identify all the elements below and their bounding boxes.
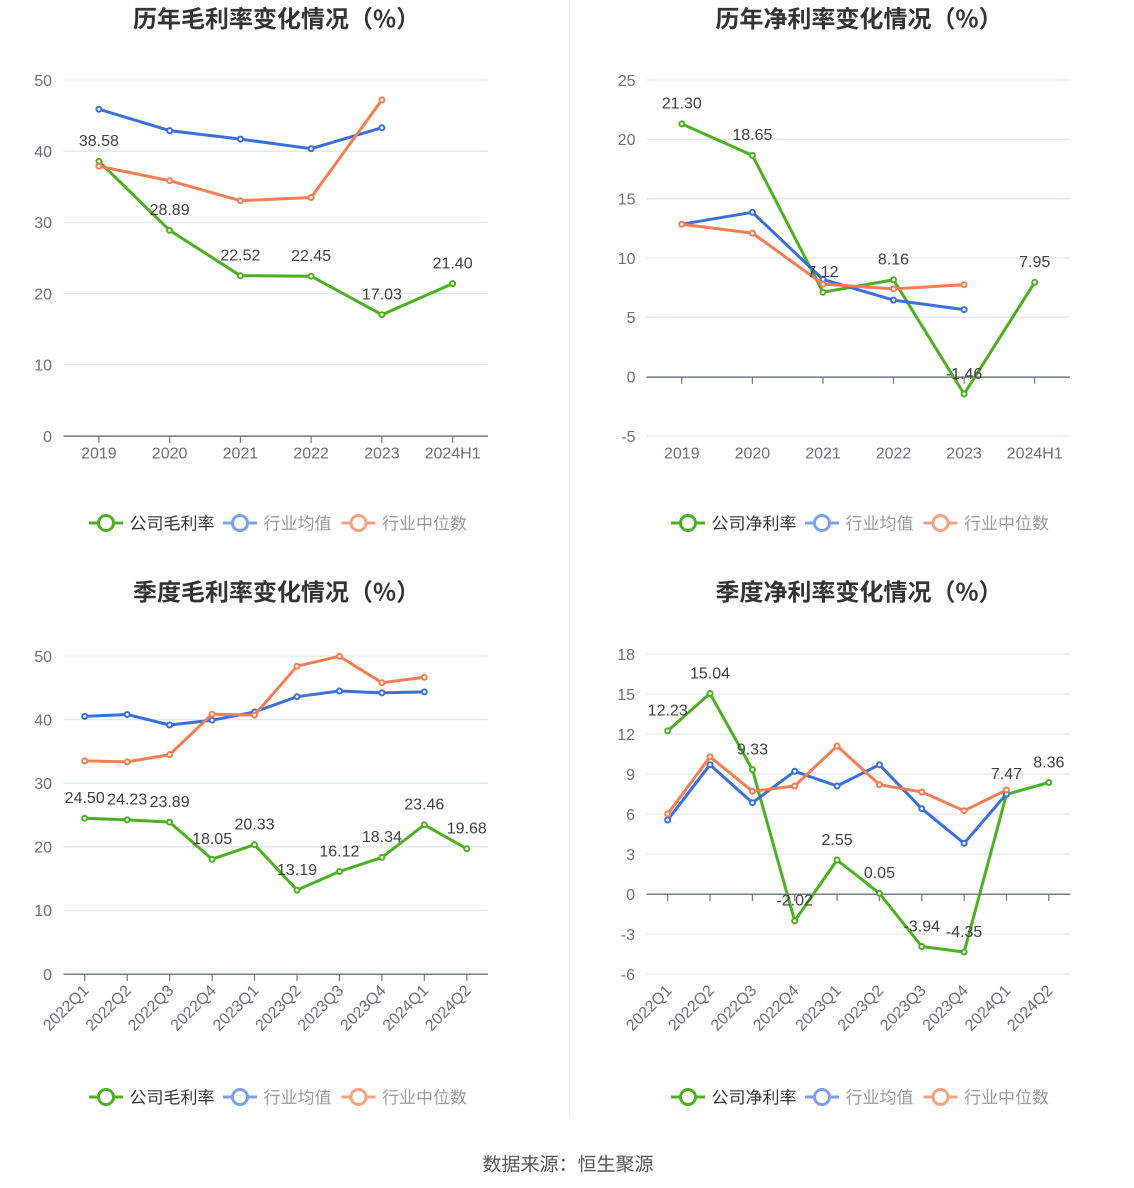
svg-text:30: 30 — [34, 776, 52, 793]
svg-text:50: 50 — [34, 649, 52, 666]
svg-text:2.55: 2.55 — [822, 832, 853, 849]
svg-text:2024H1: 2024H1 — [425, 446, 481, 463]
svg-text:7.47: 7.47 — [991, 766, 1022, 783]
svg-text:17.03: 17.03 — [362, 287, 402, 304]
svg-text:2023: 2023 — [946, 446, 982, 463]
svg-text:21.30: 21.30 — [662, 96, 702, 113]
svg-text:2020: 2020 — [735, 446, 771, 463]
svg-text:23.46: 23.46 — [404, 797, 444, 814]
svg-text:13.19: 13.19 — [277, 862, 317, 879]
svg-text:2023: 2023 — [364, 446, 400, 463]
svg-text:0: 0 — [43, 429, 52, 446]
svg-text:9: 9 — [626, 767, 635, 784]
svg-text:20: 20 — [34, 840, 52, 857]
svg-text:10: 10 — [34, 358, 52, 375]
svg-text:2019: 2019 — [81, 446, 117, 463]
svg-text:28.89: 28.89 — [150, 202, 190, 219]
svg-text:38.58: 38.58 — [79, 133, 119, 150]
svg-text:0: 0 — [626, 887, 635, 904]
svg-text:16.12: 16.12 — [319, 843, 359, 860]
svg-text:20.33: 20.33 — [234, 817, 274, 834]
svg-text:40: 40 — [34, 712, 52, 729]
svg-text:7.12: 7.12 — [807, 264, 838, 281]
svg-text:-3.94: -3.94 — [904, 918, 941, 935]
svg-text:20: 20 — [34, 286, 52, 303]
svg-text:19.68: 19.68 — [447, 821, 487, 838]
svg-text:-4.35: -4.35 — [946, 924, 983, 941]
svg-text:25: 25 — [618, 73, 636, 90]
svg-text:20: 20 — [618, 132, 636, 149]
svg-text:2022: 2022 — [293, 446, 329, 463]
svg-text:24.50: 24.50 — [65, 790, 105, 807]
svg-text:12.23: 12.23 — [648, 703, 688, 720]
svg-text:2024H1: 2024H1 — [1007, 446, 1063, 463]
svg-text:3: 3 — [626, 847, 635, 864]
svg-text:-2.02: -2.02 — [776, 893, 813, 910]
svg-text:15.04: 15.04 — [690, 665, 730, 682]
svg-text:18.34: 18.34 — [362, 829, 402, 846]
svg-text:30: 30 — [34, 215, 52, 232]
svg-text:7.95: 7.95 — [1019, 254, 1050, 271]
svg-text:18.05: 18.05 — [192, 831, 232, 848]
svg-text:22.52: 22.52 — [220, 248, 260, 265]
svg-text:9.33: 9.33 — [737, 741, 768, 758]
svg-text:24.23: 24.23 — [107, 792, 147, 809]
svg-text:8.36: 8.36 — [1033, 754, 1064, 771]
svg-text:6: 6 — [626, 807, 635, 824]
svg-text:18.65: 18.65 — [732, 127, 772, 144]
svg-text:2022: 2022 — [876, 446, 912, 463]
svg-text:-1.46: -1.46 — [946, 366, 983, 383]
svg-text:40: 40 — [34, 144, 52, 161]
svg-text:15: 15 — [618, 192, 636, 209]
svg-text:-5: -5 — [621, 429, 635, 446]
svg-text:-3: -3 — [621, 927, 635, 944]
svg-text:10: 10 — [618, 251, 636, 268]
svg-text:0: 0 — [43, 967, 52, 984]
svg-text:2021: 2021 — [805, 446, 841, 463]
svg-text:22.45: 22.45 — [291, 248, 331, 265]
svg-text:0: 0 — [627, 370, 636, 387]
svg-text:10: 10 — [34, 903, 52, 920]
svg-text:0.05: 0.05 — [864, 865, 895, 882]
svg-text:2019: 2019 — [664, 446, 700, 463]
svg-text:-6: -6 — [621, 967, 635, 984]
svg-text:18: 18 — [617, 647, 635, 664]
svg-text:50: 50 — [34, 73, 52, 90]
svg-text:12: 12 — [617, 727, 635, 744]
svg-text:5: 5 — [627, 310, 636, 327]
svg-text:23.89: 23.89 — [150, 794, 190, 811]
svg-text:2021: 2021 — [223, 446, 259, 463]
svg-text:15: 15 — [617, 687, 635, 704]
svg-text:21.40: 21.40 — [433, 255, 473, 272]
svg-text:8.16: 8.16 — [878, 252, 909, 269]
svg-text:2020: 2020 — [152, 446, 188, 463]
